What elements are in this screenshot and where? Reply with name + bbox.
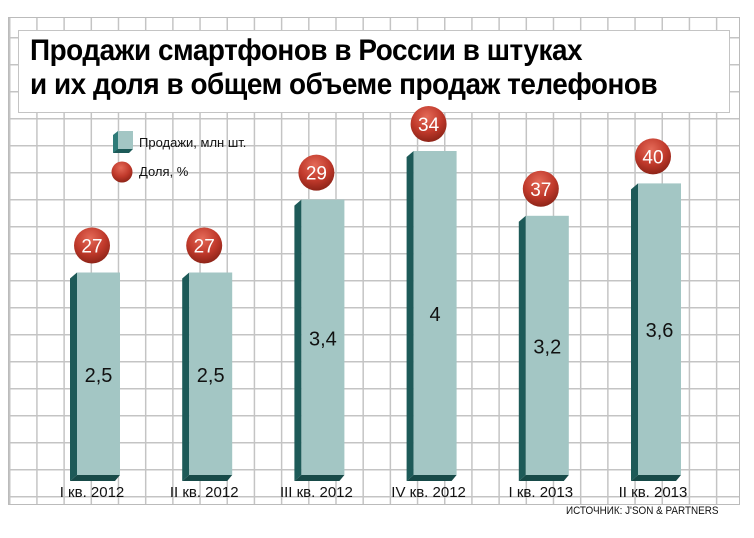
chart-title-line-2: и их доля в общем объеме продаж телефоно… — [30, 68, 658, 101]
share-marker — [74, 227, 110, 264]
bar-bottom — [631, 475, 681, 481]
bar-value-label: 2,5 — [197, 365, 225, 387]
bar-side — [518, 215, 526, 482]
chart-title-line-1: Продажи смартфонов в России в штуках — [30, 34, 583, 67]
bar-bottom — [518, 475, 569, 481]
bar-side — [294, 199, 302, 481]
legend-sales-icon — [113, 131, 133, 153]
legend-sales-label: Продажи, млн шт. — [139, 135, 247, 150]
share-marker — [410, 106, 447, 142]
bar-side — [182, 272, 190, 481]
bar-value-label: 3,4 — [309, 328, 337, 350]
x-tick-label: IV кв. 2012 — [391, 484, 466, 501]
x-tick-label: I кв. 2013 — [509, 484, 574, 501]
legend-share-label: Доля, % — [139, 164, 189, 179]
bar-value-label: 4 — [430, 304, 441, 326]
bar-bottom — [182, 475, 233, 481]
x-tick-label: III кв. 2012 — [280, 484, 353, 501]
bar-side — [631, 183, 638, 481]
legend-share-icon — [111, 161, 133, 183]
share-value-label: 34 — [418, 115, 440, 136]
bar — [525, 215, 569, 476]
share-marker — [635, 138, 671, 175]
bar — [413, 151, 457, 475]
share-value-label: 29 — [306, 164, 327, 185]
share-value-label: 27 — [81, 237, 102, 258]
share-value-label: 37 — [530, 180, 551, 201]
bar-bottom — [294, 475, 345, 481]
x-tick-label: II кв. 2013 — [619, 484, 688, 501]
title-box — [18, 30, 730, 113]
bar-bottom — [406, 475, 457, 481]
bar-side — [406, 151, 414, 481]
x-tick-label: II кв. 2012 — [170, 484, 239, 501]
share-marker — [186, 227, 223, 264]
bar-value-label: 3,2 — [533, 336, 561, 358]
share-value-label: 27 — [194, 237, 215, 258]
bar-bottom — [70, 475, 120, 481]
bar — [77, 272, 120, 475]
bar-value-label: 2,5 — [85, 365, 113, 387]
bar — [638, 183, 681, 475]
x-tick-label: I кв. 2012 — [60, 484, 125, 501]
bar-value-label: 3,6 — [646, 320, 674, 342]
bar-side — [70, 272, 77, 481]
share-value-label: 40 — [642, 147, 663, 168]
bar — [301, 199, 345, 475]
share-marker — [298, 154, 335, 191]
source-note: ИСТОЧНИК: J'SON & PARTNERS — [565, 505, 718, 517]
share-marker — [522, 170, 559, 207]
bar — [189, 272, 233, 475]
